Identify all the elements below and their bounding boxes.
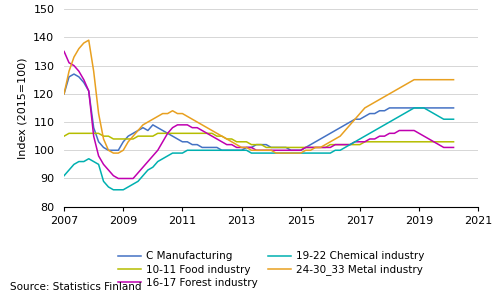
16-17 Forest industry	[115, 177, 121, 180]
19-22 Chemical industry	[219, 148, 225, 152]
24-30_33 Metal industry	[394, 88, 400, 92]
19-22 Chemical industry	[313, 151, 318, 155]
C Manufacturing	[451, 106, 457, 110]
10-11 Food industry	[189, 132, 195, 135]
24-30_33 Metal industry	[86, 38, 92, 42]
19-22 Chemical industry	[61, 174, 67, 178]
19-22 Chemical industry	[414, 106, 420, 110]
19-22 Chemical industry	[451, 117, 457, 121]
10-11 Food industry	[451, 140, 457, 143]
16-17 Forest industry	[451, 146, 457, 149]
C Manufacturing	[394, 106, 400, 110]
16-17 Forest industry	[189, 126, 195, 130]
10-11 Food industry	[61, 134, 67, 138]
19-22 Chemical industry	[189, 148, 195, 152]
24-30_33 Metal industry	[110, 151, 116, 155]
Line: 10-11 Food industry: 10-11 Food industry	[64, 133, 454, 147]
16-17 Forest industry	[347, 143, 353, 147]
24-30_33 Metal industry	[221, 136, 227, 140]
19-22 Chemical industry	[172, 151, 178, 155]
19-22 Chemical industry	[347, 143, 353, 147]
19-22 Chemical industry	[110, 188, 116, 192]
24-30_33 Metal industry	[61, 92, 67, 96]
Line: 24-30_33 Metal industry: 24-30_33 Metal industry	[64, 40, 454, 153]
Line: 19-22 Chemical industry: 19-22 Chemical industry	[64, 108, 454, 190]
Text: Source: Statistics Finland: Source: Statistics Finland	[10, 282, 141, 292]
10-11 Food industry	[266, 146, 272, 149]
C Manufacturing	[315, 139, 321, 142]
24-30_33 Metal industry	[315, 146, 321, 149]
Y-axis label: Index (2015=100): Index (2015=100)	[18, 57, 28, 159]
24-30_33 Metal industry	[350, 120, 355, 124]
C Manufacturing	[71, 72, 77, 76]
Line: 16-17 Forest industry: 16-17 Forest industry	[64, 51, 454, 178]
10-11 Food industry	[350, 143, 355, 147]
24-30_33 Metal industry	[192, 119, 198, 123]
C Manufacturing	[175, 137, 180, 141]
Line: C Manufacturing: C Manufacturing	[64, 74, 454, 150]
10-11 Food industry	[315, 146, 321, 149]
10-11 Food industry	[172, 132, 178, 135]
C Manufacturing	[192, 143, 198, 147]
10-11 Food industry	[394, 140, 400, 143]
19-22 Chemical industry	[391, 117, 397, 121]
C Manufacturing	[350, 119, 355, 123]
C Manufacturing	[221, 148, 227, 152]
10-11 Food industry	[66, 132, 72, 135]
24-30_33 Metal industry	[175, 112, 180, 116]
Legend: C Manufacturing, 10-11 Food industry, 16-17 Forest industry, 19-22 Chemical indu: C Manufacturing, 10-11 Food industry, 16…	[118, 251, 424, 288]
16-17 Forest industry	[219, 140, 225, 143]
C Manufacturing	[61, 92, 67, 96]
C Manufacturing	[106, 148, 111, 152]
10-11 Food industry	[219, 134, 225, 138]
16-17 Forest industry	[61, 50, 67, 53]
16-17 Forest industry	[172, 124, 178, 128]
16-17 Forest industry	[391, 132, 397, 135]
24-30_33 Metal industry	[451, 78, 457, 81]
16-17 Forest industry	[313, 146, 318, 149]
